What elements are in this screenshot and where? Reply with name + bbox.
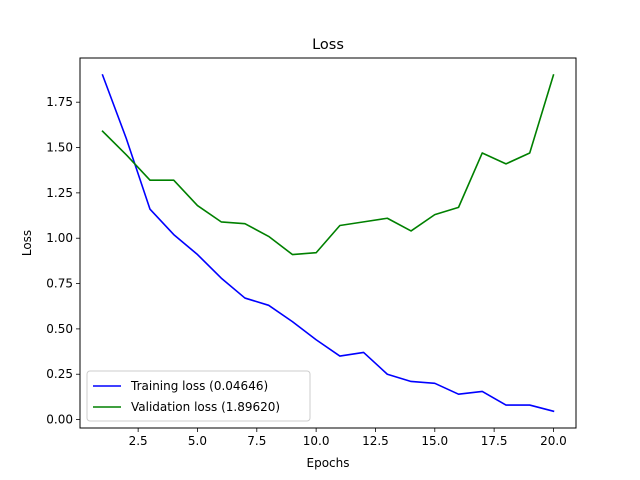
legend: Training loss (0.04646) Validation loss … (86, 370, 311, 422)
x-axis-ticks: 2.5 5.0 7.5 10.0 12.5 15.0 17.5 20.0 (129, 428, 567, 448)
x-tick-label: 17.5 (481, 434, 508, 448)
y-axis-ticks: 0.00 0.25 0.50 0.75 1.00 1.25 1.50 1.75 (46, 95, 80, 427)
y-tick-label: 1.00 (46, 231, 73, 245)
x-tick-label: 7.5 (247, 434, 266, 448)
x-axis-label: Epochs (307, 456, 350, 470)
x-tick-label: 10.0 (303, 434, 330, 448)
y-axis-label: Loss (20, 230, 34, 256)
y-tick-label: 0.00 (46, 413, 73, 427)
legend-label-validation: Validation loss (1.89620) (131, 400, 280, 414)
x-tick-label: 20.0 (540, 434, 567, 448)
plot-frame (79, 57, 577, 429)
x-tick-label: 15.0 (421, 434, 448, 448)
x-tick-label: 5.0 (188, 434, 207, 448)
y-tick-label: 0.75 (46, 277, 73, 291)
y-tick-label: 1.50 (46, 141, 73, 155)
y-tick-label: 1.75 (46, 95, 73, 109)
series-line-1 (101, 73, 555, 256)
y-tick-label: 1.25 (46, 186, 73, 200)
y-tick-label: 0.50 (46, 322, 73, 336)
chart-title: Loss (312, 37, 344, 53)
x-tick-label: 2.5 (129, 434, 148, 448)
legend-box (86, 370, 311, 422)
y-tick-label: 0.25 (46, 367, 73, 381)
x-tick-label: 12.5 (362, 434, 389, 448)
series-line-0 (101, 73, 555, 413)
series-layer (101, 73, 555, 413)
legend-label-training: Training loss (0.04646) (130, 379, 268, 393)
